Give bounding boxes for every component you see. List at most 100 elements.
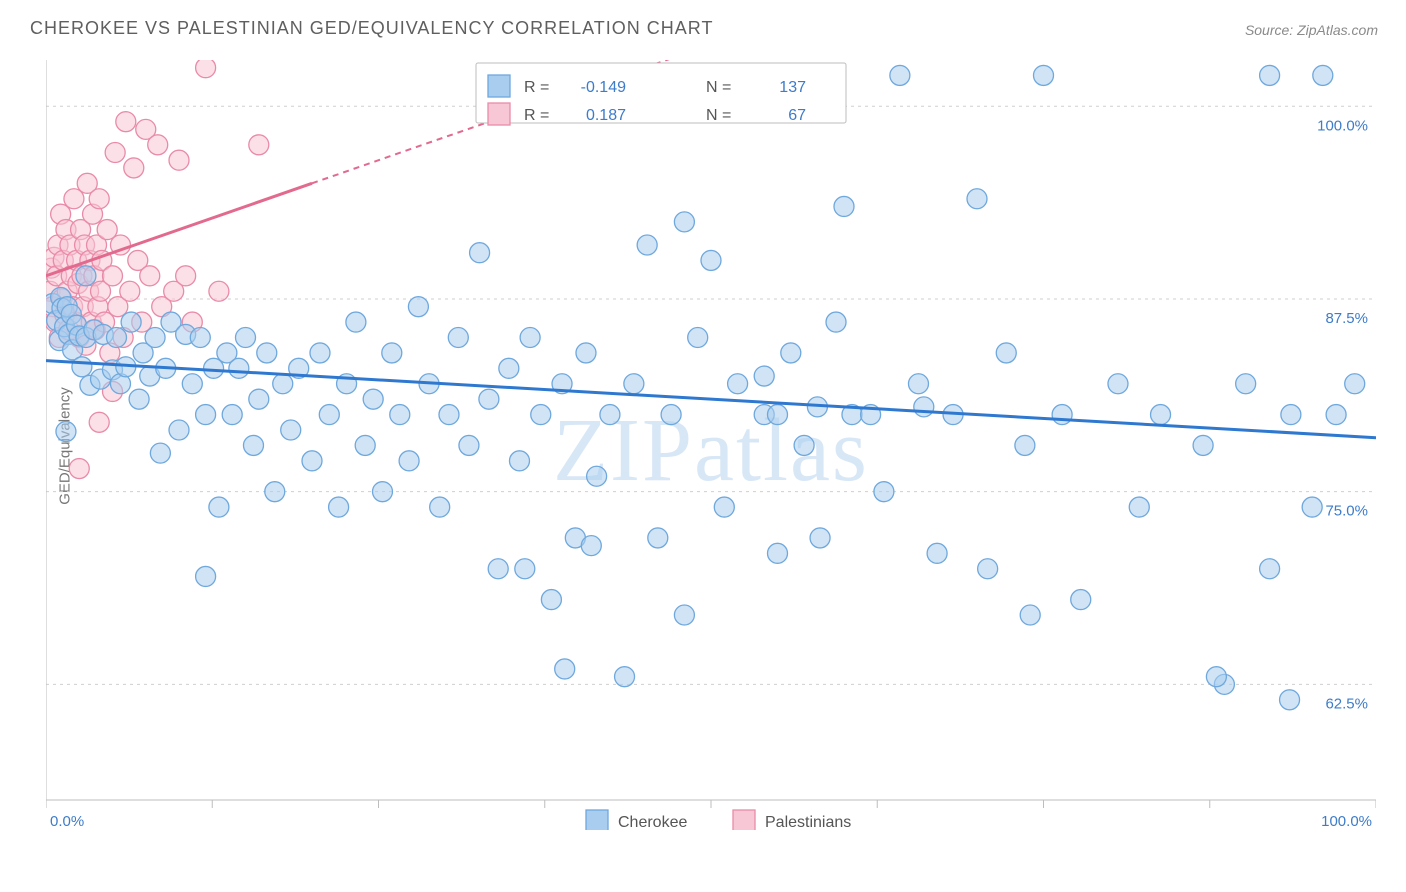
data-point: [781, 343, 801, 363]
data-point: [140, 266, 160, 286]
x-tick-label: 100.0%: [1321, 813, 1372, 830]
data-point: [116, 112, 136, 132]
data-point: [169, 420, 189, 440]
data-point: [121, 312, 141, 332]
data-point: [249, 389, 269, 409]
source-credit: Source: ZipAtlas.com: [1245, 22, 1378, 38]
data-point: [265, 482, 285, 502]
data-point: [89, 412, 109, 432]
data-point: [1281, 405, 1301, 425]
x-tick-label: 0.0%: [50, 813, 84, 830]
data-point: [69, 459, 89, 479]
data-point: [448, 328, 468, 348]
data-point: [236, 328, 256, 348]
plot-svg: ZIPatlas 62.5%75.0%87.5%100.0% 0.0%100.0…: [46, 60, 1376, 830]
data-point: [874, 482, 894, 502]
data-point: [688, 328, 708, 348]
data-point: [372, 482, 392, 502]
legend-r-label: R =: [524, 79, 549, 96]
data-point: [1206, 667, 1226, 687]
data-point: [1052, 405, 1072, 425]
data-point: [624, 374, 644, 394]
data-point: [176, 266, 196, 286]
y-tick-label: 100.0%: [1317, 117, 1368, 134]
data-point: [555, 659, 575, 679]
data-point: [459, 435, 479, 455]
legend-series-label: Cherokee: [618, 814, 687, 830]
chart-title: CHEROKEE VS PALESTINIAN GED/EQUIVALENCY …: [30, 18, 713, 39]
data-point: [281, 420, 301, 440]
y-tick-label: 75.0%: [1325, 503, 1368, 520]
data-point: [927, 543, 947, 563]
data-point: [1151, 405, 1171, 425]
legend-swatch: [586, 810, 608, 830]
data-point: [145, 328, 165, 348]
data-point: [355, 435, 375, 455]
data-point: [150, 443, 170, 463]
data-point: [257, 343, 277, 363]
data-point: [978, 559, 998, 579]
data-point: [728, 374, 748, 394]
legend-n-value: 67: [788, 107, 806, 124]
data-point: [661, 405, 681, 425]
data-point: [967, 189, 987, 209]
data-point: [1260, 65, 1280, 85]
legend-n-value: 137: [779, 79, 806, 96]
data-point: [890, 65, 910, 85]
data-point: [196, 566, 216, 586]
data-point: [1193, 435, 1213, 455]
data-point: [209, 497, 229, 517]
data-point: [408, 297, 428, 317]
data-point: [648, 528, 668, 548]
series-legend: CherokeePalestinians: [586, 810, 851, 830]
data-point: [209, 281, 229, 301]
data-point: [600, 405, 620, 425]
data-point: [1034, 65, 1054, 85]
data-point: [310, 343, 330, 363]
data-point: [674, 605, 694, 625]
data-point: [329, 497, 349, 517]
data-point: [1129, 497, 1149, 517]
data-point: [674, 212, 694, 232]
data-point: [346, 312, 366, 332]
data-point: [120, 281, 140, 301]
data-point: [541, 590, 561, 610]
scatter-plot: ZIPatlas 62.5%75.0%87.5%100.0% 0.0%100.0…: [46, 60, 1376, 830]
data-point: [1236, 374, 1256, 394]
data-point: [768, 543, 788, 563]
data-point: [103, 266, 123, 286]
data-point: [754, 366, 774, 386]
data-point: [479, 389, 499, 409]
data-point: [273, 374, 293, 394]
data-point: [914, 397, 934, 417]
data-point: [509, 451, 529, 471]
y-tick-label: 87.5%: [1325, 310, 1368, 327]
y-tick-label: 62.5%: [1325, 695, 1368, 712]
data-point: [587, 466, 607, 486]
data-point: [1108, 374, 1128, 394]
data-point: [124, 158, 144, 178]
data-point: [520, 328, 540, 348]
data-point: [1302, 497, 1322, 517]
data-point: [826, 312, 846, 332]
data-point: [430, 497, 450, 517]
data-point: [701, 250, 721, 270]
data-point: [106, 328, 126, 348]
data-point: [1020, 605, 1040, 625]
data-point: [190, 328, 210, 348]
legend-r-value: 0.187: [586, 107, 626, 124]
legend-swatch: [488, 75, 510, 97]
data-point: [768, 405, 788, 425]
data-point: [996, 343, 1016, 363]
data-point: [1260, 559, 1280, 579]
data-point: [382, 343, 402, 363]
data-point: [1015, 435, 1035, 455]
data-point: [319, 405, 339, 425]
data-point: [243, 435, 263, 455]
data-point: [196, 60, 216, 78]
data-point: [581, 536, 601, 556]
data-point: [576, 343, 596, 363]
legend-r-label: R =: [524, 107, 549, 124]
data-point: [714, 497, 734, 517]
data-point: [637, 235, 657, 255]
